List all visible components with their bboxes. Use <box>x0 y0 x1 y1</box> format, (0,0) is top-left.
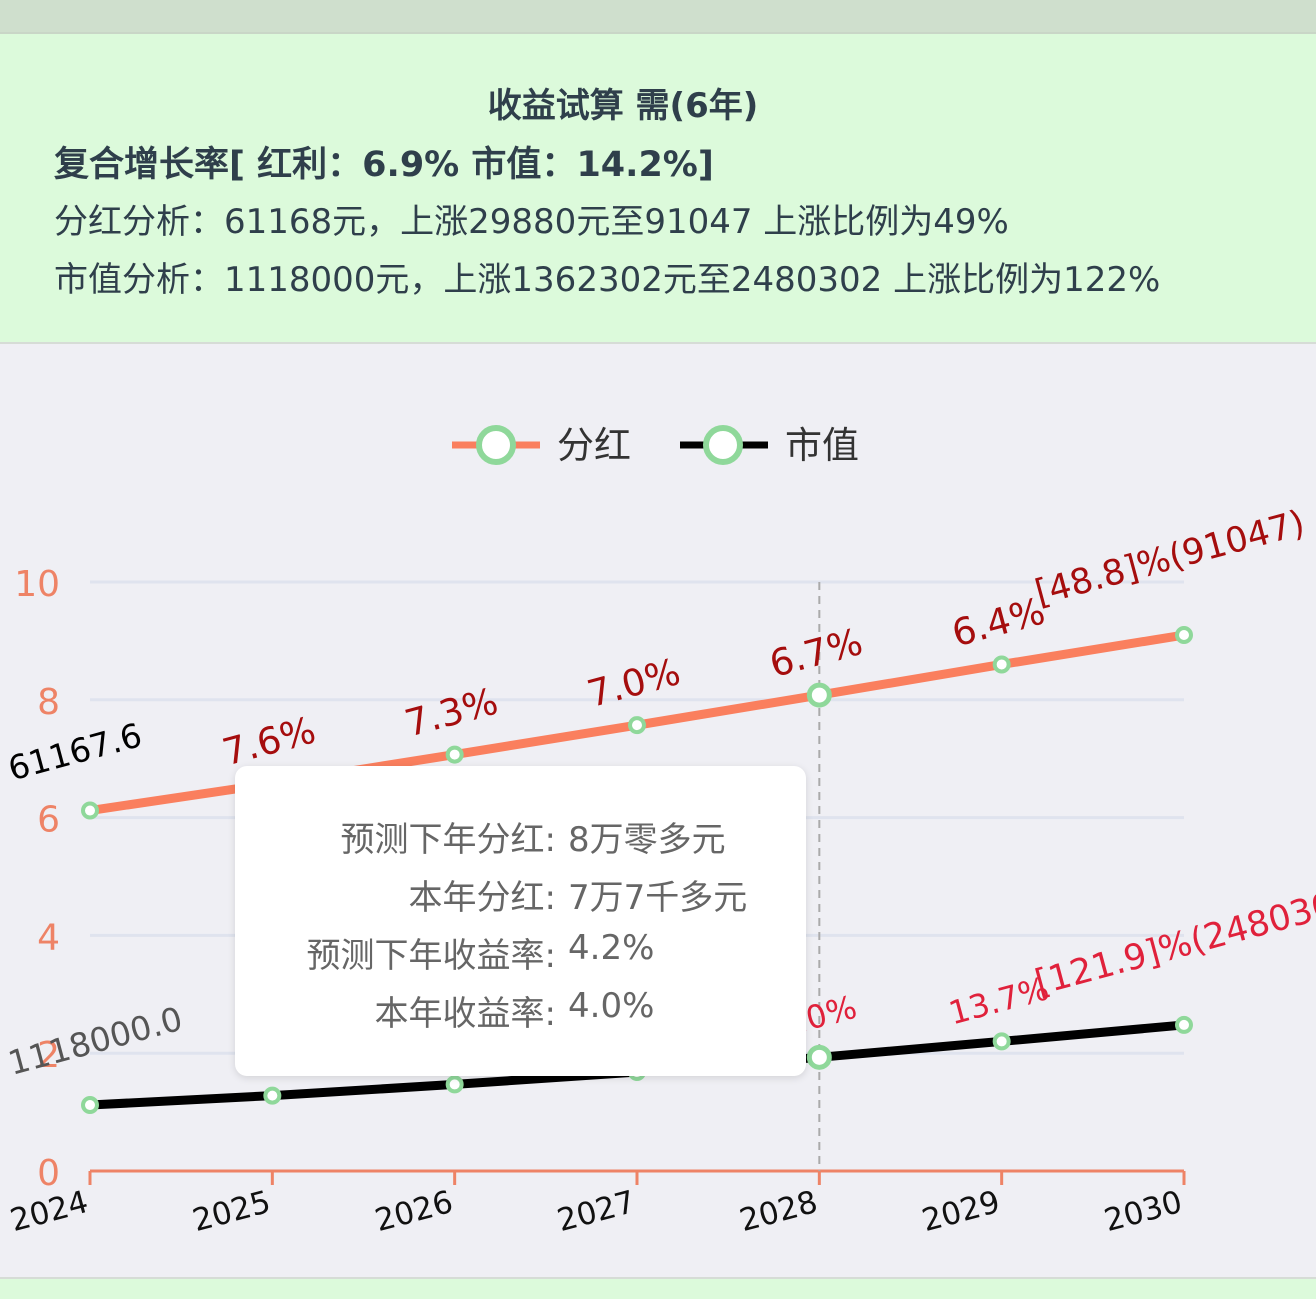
chart-legend[interactable]: 分红 市值 <box>452 424 859 467</box>
legend-label-dividend: 分红 <box>557 424 631 467</box>
dividend-analysis-text: 分红分析：61168元，上涨29880元至91047 上涨比例为49% <box>54 202 1009 242</box>
data-label: [121.9]%(2480302 <box>1031 879 1316 1003</box>
tooltip-label: 预测下年收益率: <box>306 936 556 976</box>
legend-label-market-value: 市值 <box>785 424 859 467</box>
tooltip-row: 本年收益率: 4.0% <box>235 986 806 1034</box>
data-point <box>445 745 464 764</box>
y-tick-label: 6 <box>37 800 60 841</box>
data-point <box>445 1075 464 1094</box>
x-tick-label: 2027 <box>554 1184 640 1239</box>
x-tick-label: 2030 <box>1101 1184 1187 1239</box>
data-label: 6.7% <box>765 620 867 686</box>
legend-item-dividend[interactable]: 分红 <box>452 424 631 467</box>
x-tick-label: 2028 <box>736 1184 822 1239</box>
market-value-analysis-text: 市值分析：1118000元，上涨1362302元至2480302 上涨比例为12… <box>54 260 1161 300</box>
data-label: 7.6% <box>218 708 320 774</box>
tooltip-row: 本年分红: 7万7千多元 <box>235 870 806 918</box>
legend-marker-dividend <box>476 425 516 465</box>
y-tick-label: 4 <box>37 917 60 958</box>
growth-rate-text: 复合增长率[ 红利：6.9% 市值：14.2%] <box>54 145 714 185</box>
data-label: 6.4% <box>947 589 1049 655</box>
tooltip-value: 4.2% <box>568 928 655 968</box>
tooltip-label: 本年收益率: <box>374 994 556 1034</box>
x-tick-label: 2025 <box>189 1184 275 1239</box>
data-label: 1118000.0 <box>4 999 186 1083</box>
data-point <box>806 1044 832 1070</box>
tooltip-label: 预测下年分红: <box>340 820 556 860</box>
y-tick-label: 0 <box>37 1153 60 1194</box>
data-point <box>992 655 1011 674</box>
data-label: 61167.6 <box>4 715 146 788</box>
y-tick-label: 8 <box>37 682 60 723</box>
chart-tooltip: 预测下年分红: 8万零多元 本年分红: 7万7千多元 预测下年收益率: 4.2%… <box>235 766 806 1076</box>
data-point <box>1175 626 1193 645</box>
data-point <box>263 1086 282 1105</box>
data-point <box>81 1096 99 1115</box>
x-axis: 2024 2025 2026 2027 2028 2029 2030 <box>7 1169 1187 1239</box>
tooltip-row: 预测下年分红: 8万零多元 <box>235 812 806 860</box>
data-label: 7.3% <box>400 680 502 746</box>
x-tick-label: 2026 <box>371 1184 457 1239</box>
data-label: [48.8]%(91047) <box>1031 503 1309 613</box>
tooltip-value: 7万7千多元 <box>568 878 748 918</box>
y-tick-label: 10 <box>14 564 60 605</box>
y-tick-label: 2 <box>37 1035 60 1076</box>
top-bar <box>0 0 1316 34</box>
bottom-bar <box>0 1277 1316 1299</box>
data-point <box>81 801 99 820</box>
y-axis: 0 2 4 6 8 10 <box>14 564 60 1194</box>
legend-marker-market-value <box>703 425 743 465</box>
data-point <box>628 716 646 735</box>
summary-title: 收益试算 需(6年) <box>487 86 759 126</box>
data-label: 7.0% <box>583 650 685 716</box>
summary-panel: 收益试算 需(6年) 复合增长率[ 红利：6.9% 市值：14.2%] 分红分析… <box>0 34 1316 344</box>
x-tick-label: 2029 <box>918 1184 1004 1239</box>
data-point <box>992 1032 1011 1051</box>
data-point <box>1175 1015 1193 1034</box>
x-tick-label: 2024 <box>7 1184 93 1239</box>
tooltip-value: 4.0% <box>568 986 655 1026</box>
tooltip-row: 预测下年收益率: 4.2% <box>235 928 806 976</box>
tooltip-value: 8万零多元 <box>568 820 726 860</box>
legend-item-market-value[interactable]: 市值 <box>680 424 859 467</box>
tooltip-label: 本年分红: <box>408 878 556 918</box>
data-point <box>806 682 832 708</box>
